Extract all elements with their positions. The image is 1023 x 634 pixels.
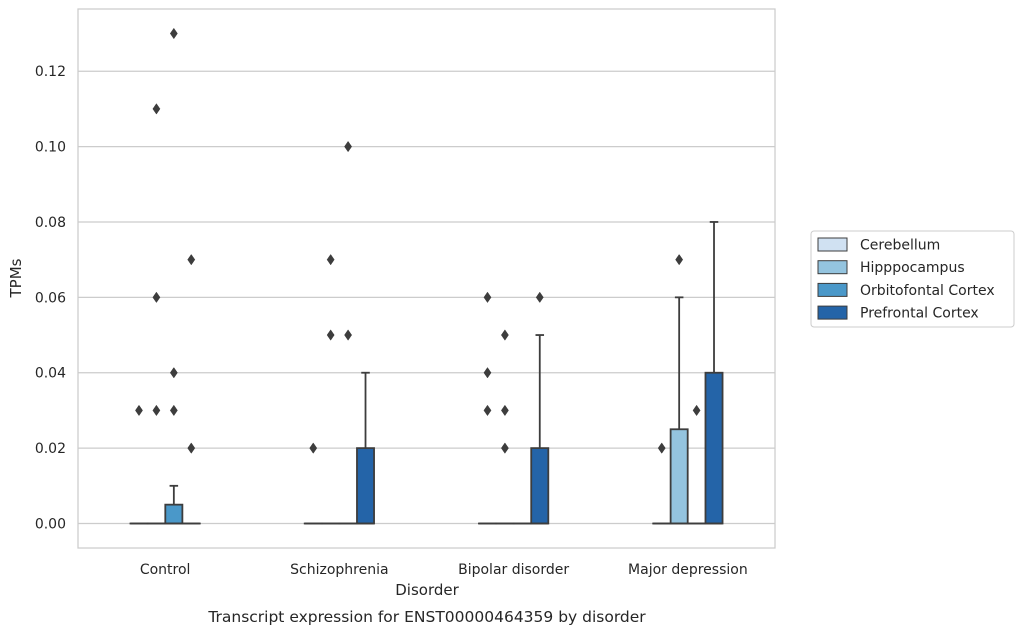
outlier-point [344,140,352,153]
legend-label: Prefrontal Cortex [860,306,979,322]
legend-swatch [817,237,848,252]
outlier-point [326,254,335,266]
outlier-point [675,254,684,266]
box-0-2 [164,27,184,525]
box-body [669,428,689,525]
box-3-3 [704,221,724,525]
box-3-1 [669,254,689,525]
legend-swatch [817,305,848,320]
legend-swatch [817,282,848,297]
outlier-point [187,254,196,266]
outlier-point [501,329,509,341]
box-0-0 [129,404,149,525]
outlier-point [483,367,492,379]
box-1-3 [356,371,375,525]
outlier-point [535,291,544,303]
outlier-point [169,367,178,379]
box-2-3 [530,291,550,525]
y-axis-label: TPMs [7,258,25,298]
outlier-point [152,404,161,417]
outlier-point [501,404,509,417]
x-tick-label: Schizophrenia [290,562,388,578]
x-tick-label: Major depression [628,562,748,578]
outlier-point [187,442,196,454]
y-tick-label: 0.10 [35,140,66,156]
y-tick-label: 0.00 [35,517,66,533]
box-0-3 [181,254,201,525]
outlier-point [169,404,178,417]
y-tick-label: 0.04 [35,366,66,382]
outlier-point [692,404,701,417]
y-tick-label: 0.02 [35,441,66,457]
boxes [129,27,724,525]
legend-label: Cerebellum [860,238,940,254]
outlier-point [326,329,335,341]
y-tick-label: 0.06 [35,290,66,306]
x-tick-labels: Control Schizophrenia Bipolar disorder Majo… [140,562,748,578]
y-tick-labels: 0.00 0.02 0.04 0.06 0.08 0.10 0.12 [35,64,66,532]
outlier-point [501,442,509,454]
x-tick-label: Control [140,562,191,578]
box-body [356,447,375,525]
box-body [164,503,184,525]
box-body [704,371,724,525]
x-tick-label: Bipolar disorder [458,562,569,578]
box-2-0 [478,291,497,525]
outlier-point [152,103,161,115]
legend-label: Orbitofontal Cortex [860,283,995,299]
box-1-2 [338,140,358,525]
outlier-point [344,329,352,341]
outlier-point [657,442,666,454]
outlier-point [152,291,161,303]
y-tick-label: 0.12 [35,64,66,80]
chart-caption: Transcript expression for ENST0000046435… [207,608,646,626]
plot-frame [77,8,776,549]
y-tick-label: 0.08 [35,215,66,231]
legend: Cerebellum Hipppocampus Orbitofontal Corte… [810,230,1015,328]
legend-label: Hipppocampus [860,260,965,276]
outlier-point [135,404,143,417]
outlier-point [169,27,178,40]
x-axis-label: Disorder [395,581,459,599]
outlier-point [483,404,492,417]
legend-swatch [817,260,848,275]
outlier-point [483,291,492,303]
outlier-point [309,442,318,454]
box-body [530,447,550,525]
box-0-1 [146,103,166,525]
legend-frame [810,230,1015,328]
